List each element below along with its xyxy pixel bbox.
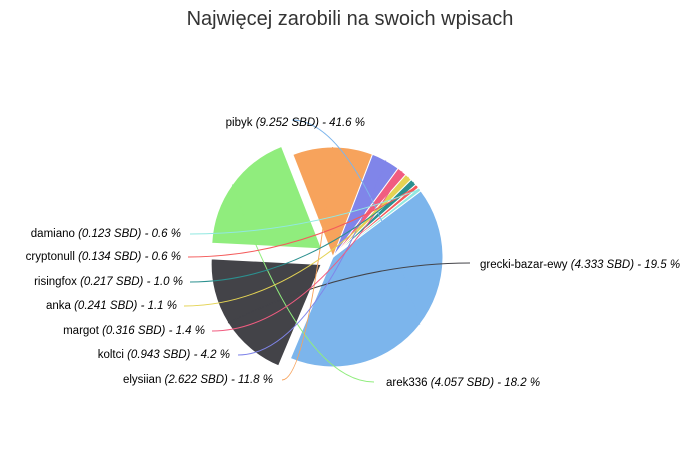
connector-pibyk [291,119,421,325]
slice-label-margot: margot (0.316 SBD) - 1.4 % [63,325,205,337]
chart-title: Najwięcej zarobili na swoich wpisach [186,8,514,30]
pie-slice-damiano[interactable] [332,187,422,258]
slice-label-grecki-bazar-ewy: grecki-bazar-ewy (4.333 SBD) - 19.5 % [480,259,680,271]
connector-cryptonull [187,185,418,258]
slice-label-koltci: koltci (0.943 SBD) - 4.2 % [98,349,230,361]
slice-label-cryptonull: cryptonull (0.134 SBD) - 0.6 % [26,251,181,263]
slice-label-risingfox: risingfox (0.217 SBD) - 1.0 % [34,276,183,288]
slice-label-pibyk: pibyk (9.252 SBD) - 41.6 % [226,117,365,129]
connector-grecki-bazar-ewy [227,262,471,324]
connector-arek336 [231,184,375,383]
connector-koltci [237,160,387,356]
slice-label-damiano: damiano (0.123 SBD) - 0.6 % [31,228,181,240]
connector-elysiian [281,146,334,381]
slice-label-anka: anka (0.241 SBD) - 1.1 % [46,300,177,312]
slice-label-elysiian: elysiian (2.622 SBD) - 11.8 % [123,374,273,386]
connector-damiano [189,188,420,235]
connector-risingfox [189,181,414,283]
slice-label-arek336: arek336 (4.057 SBD) - 18.2 % [386,377,540,389]
